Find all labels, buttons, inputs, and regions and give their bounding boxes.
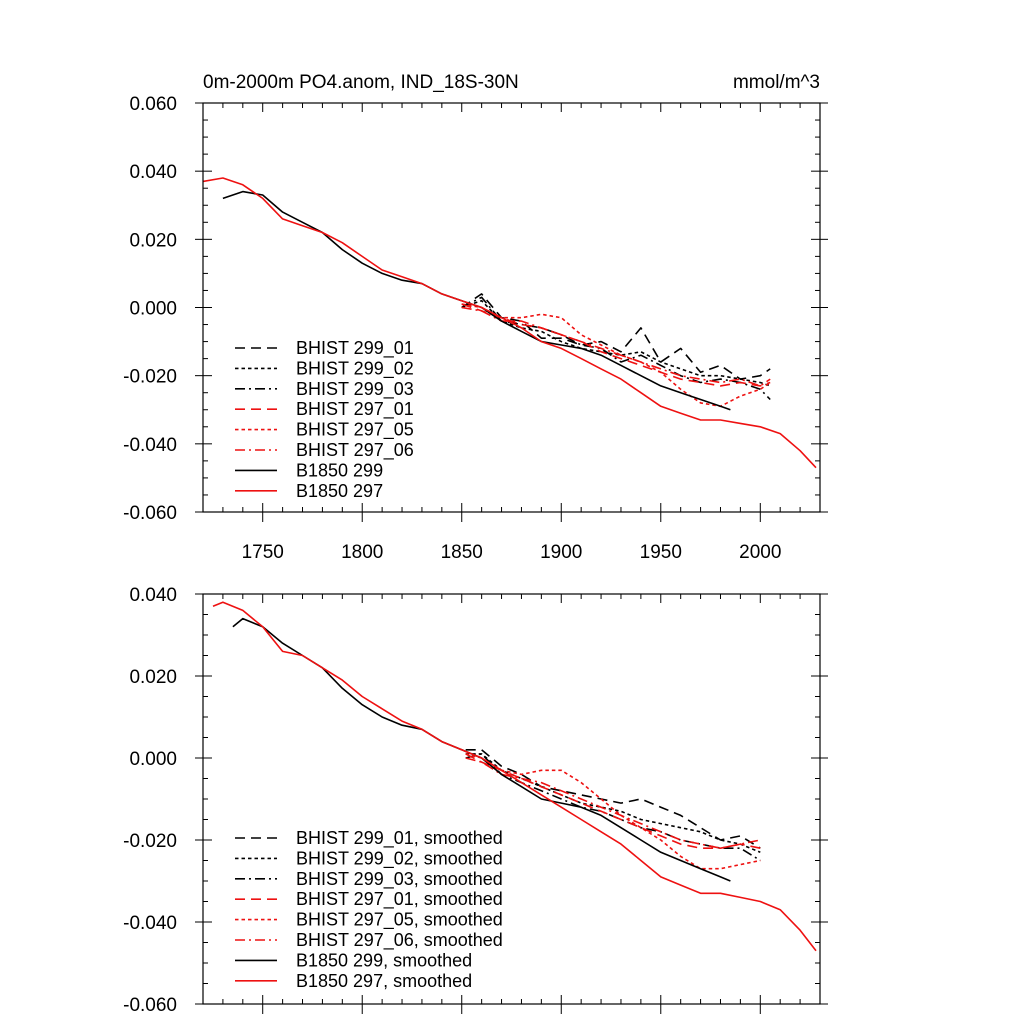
series-line-bhist-297-01-smoothed bbox=[465, 753, 761, 849]
x-tick-label: 2000 bbox=[739, 542, 781, 563]
legend-label-bhist-299-03-smoothed: BHIST 299_03, smoothed bbox=[296, 869, 503, 890]
y-tick-label: 0.000 bbox=[129, 299, 177, 320]
x-tick-label: 1750 bbox=[242, 542, 284, 563]
legend-label-bhist-299-02-smoothed: BHIST 299_02, smoothed bbox=[296, 848, 503, 869]
y-tick-label: -0.040 bbox=[123, 913, 177, 934]
panel-top: 0m-2000m PO4.anom, IND_18S-30N mmol/m^3 … bbox=[123, 72, 828, 563]
legend-label-bhist-297-01: BHIST 297_01 bbox=[296, 399, 414, 420]
y-tick-label: 0.040 bbox=[129, 162, 177, 183]
legend-label-b1850-299: B1850 299 bbox=[296, 460, 383, 480]
y-tick-label: -0.020 bbox=[123, 831, 177, 852]
y-tick-label: -0.020 bbox=[123, 367, 177, 388]
y-tick-label: -0.060 bbox=[123, 995, 177, 1016]
legend-label-bhist-299-03: BHIST 299_03 bbox=[296, 379, 414, 400]
panel-bottom: -0.060 -0.040 -0.020 0.000 0.020 0.040 BHIST … bbox=[123, 585, 828, 1016]
series-line-bhist-299-01 bbox=[461, 293, 771, 380]
panel-top-title: 0m-2000m PO4.anom, IND_18S-30N bbox=[203, 72, 519, 93]
y-tick-label: 0.040 bbox=[129, 585, 177, 606]
x-tick-label: 1900 bbox=[540, 542, 582, 563]
series-line-bhist-299-02-smoothed bbox=[465, 753, 761, 854]
series-line-bhist-297-05 bbox=[461, 303, 771, 408]
series-line-bhist-297-06-smoothed bbox=[465, 757, 761, 849]
legend-label-bhist-299-02: BHIST 299_02 bbox=[296, 358, 414, 379]
legend-label-bhist-299-01: BHIST 299_01 bbox=[296, 338, 414, 359]
legend-label-bhist-297-06: BHIST 297_06 bbox=[296, 440, 414, 461]
x-tick-label: 1850 bbox=[441, 542, 483, 563]
y-tick-label: -0.060 bbox=[123, 503, 177, 524]
x-tick-label: 1800 bbox=[341, 542, 383, 563]
series-line-b1850-297 bbox=[203, 177, 817, 469]
y-tick-label: 0.020 bbox=[129, 667, 177, 688]
x-tick-label: 1950 bbox=[640, 542, 682, 563]
series-line-bhist-297-06 bbox=[461, 306, 771, 387]
panel-top-units: mmol/m^3 bbox=[733, 72, 820, 93]
legend-label-b1850-299-smoothed: B1850 299, smoothed bbox=[296, 950, 472, 970]
y-tick-label: 0.020 bbox=[129, 230, 177, 251]
series-line-bhist-299-01-smoothed bbox=[465, 749, 761, 849]
series-line-bhist-297-05-smoothed bbox=[465, 753, 761, 870]
legend-label-bhist-297-05-smoothed: BHIST 297_05, smoothed bbox=[296, 910, 503, 931]
legend-label-bhist-297-01-smoothed: BHIST 297_01, smoothed bbox=[296, 889, 503, 910]
y-tick-label: 0.000 bbox=[129, 749, 177, 770]
legend-label-b1850-297-smoothed: B1850 297, smoothed bbox=[296, 971, 472, 991]
legend-label-b1850-297: B1850 297 bbox=[296, 481, 383, 501]
series-line-b1850-297-smoothed bbox=[212, 601, 817, 952]
legend-label-bhist-297-06-smoothed: BHIST 297_06, smoothed bbox=[296, 930, 503, 951]
series-line-bhist-299-02 bbox=[461, 299, 771, 387]
legend-label-bhist-299-01-smoothed: BHIST 299_01, smoothed bbox=[296, 828, 503, 849]
legend-label-bhist-297-05: BHIST 297_05 bbox=[296, 420, 414, 441]
y-tick-label: -0.040 bbox=[123, 435, 177, 456]
series-line-bhist-299-03 bbox=[461, 296, 771, 401]
y-tick-label: 0.060 bbox=[129, 94, 177, 115]
series-line-bhist-297-01 bbox=[461, 303, 771, 387]
